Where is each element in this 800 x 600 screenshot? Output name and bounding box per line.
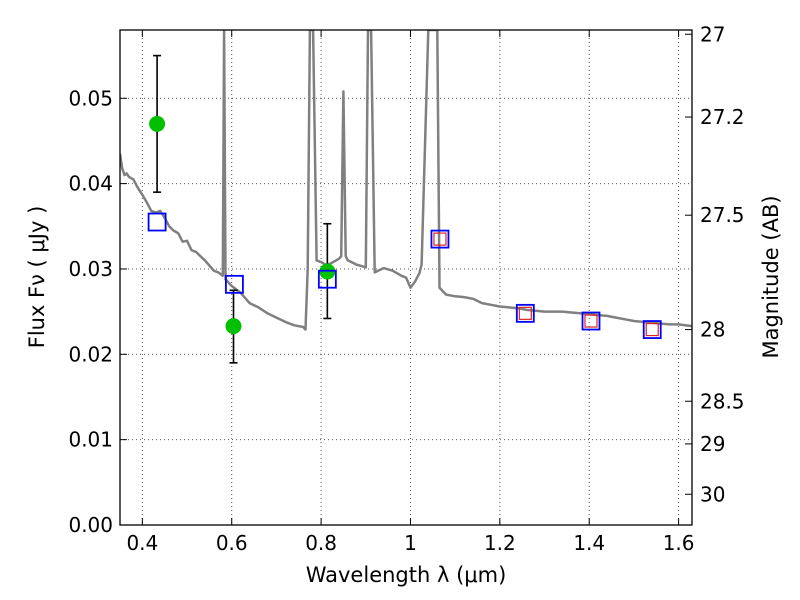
- x-tick-label: 1.4: [573, 531, 605, 555]
- right-tick-label: 28: [700, 318, 725, 342]
- right-tick-label: 27.5: [700, 203, 745, 227]
- model-square-inner: [518, 306, 532, 320]
- y-tick-label: 0.02: [68, 342, 113, 366]
- x-tick-label: 1.6: [663, 531, 695, 555]
- model-square: [430, 229, 450, 249]
- marker-layer: [147, 54, 662, 364]
- observed-point: [149, 115, 166, 132]
- x-tick-label: 0.8: [305, 531, 337, 555]
- y-tick-label: 0.05: [68, 86, 113, 110]
- model-square-inner: [645, 322, 659, 337]
- model-square: [642, 320, 662, 339]
- model-square-inner: [433, 232, 447, 246]
- right-tick-label: 27.2: [700, 105, 745, 129]
- model-square-inner: [584, 314, 598, 328]
- right-axis-label: Magnitude (AB): [759, 195, 783, 358]
- y-tick-label: 0.04: [68, 172, 113, 196]
- x-axis-label: Wavelength λ (μm): [306, 563, 507, 587]
- observed-point: [225, 318, 242, 335]
- right-tick-label: 28.5: [700, 389, 745, 413]
- x-tick-label: 0.4: [126, 531, 158, 555]
- y-tick-label: 0.00: [68, 513, 113, 537]
- y-axis-label: Flux Fν ( μJy ): [25, 206, 49, 349]
- x-tick-label: 1: [404, 531, 417, 555]
- tick-layer: 0.4 0.6 0.8 1 1.2 1.4 1.6 0.00 0.01 0.02 0.03 0.04 0…: [68, 22, 744, 555]
- y-tick-label: 0.03: [68, 257, 113, 281]
- x-tick-label: 0.6: [216, 531, 248, 555]
- model-square: [147, 212, 167, 232]
- y-tick-label: 0.01: [68, 428, 113, 452]
- model-square: [581, 311, 601, 331]
- right-tick-label: 29: [700, 432, 725, 456]
- right-tick-label: 27: [700, 22, 725, 46]
- x-tick-label: 1.2: [484, 531, 516, 555]
- right-tick-label: 30: [700, 482, 725, 506]
- plot-frame: [119, 29, 693, 526]
- sed-line: [120, 30, 692, 331]
- model-square: [515, 303, 535, 323]
- model-square: [317, 269, 337, 289]
- grid: [120, 30, 692, 525]
- model-square: [224, 274, 244, 294]
- sed-line-layer: [120, 30, 692, 331]
